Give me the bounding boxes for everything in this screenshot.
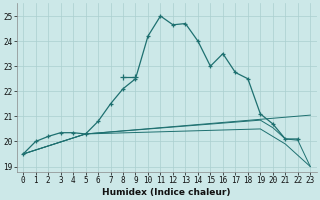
X-axis label: Humidex (Indice chaleur): Humidex (Indice chaleur): [102, 188, 231, 197]
